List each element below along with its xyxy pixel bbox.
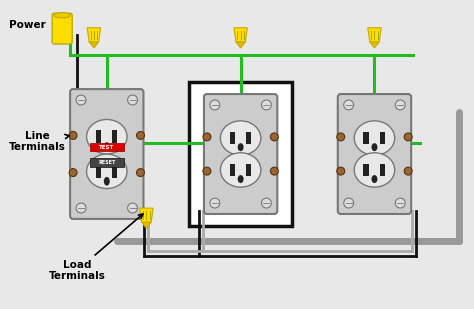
Circle shape bbox=[210, 198, 220, 208]
Circle shape bbox=[337, 167, 345, 175]
Bar bbox=[246, 164, 251, 176]
Polygon shape bbox=[236, 42, 246, 48]
Ellipse shape bbox=[372, 175, 377, 183]
FancyBboxPatch shape bbox=[204, 94, 277, 214]
Circle shape bbox=[128, 203, 137, 213]
Bar bbox=[380, 164, 385, 176]
Bar bbox=[229, 132, 235, 144]
Bar bbox=[189, 82, 292, 226]
Ellipse shape bbox=[354, 121, 395, 155]
Circle shape bbox=[137, 169, 145, 176]
Circle shape bbox=[262, 100, 271, 110]
Polygon shape bbox=[89, 42, 99, 48]
Circle shape bbox=[395, 100, 405, 110]
Bar bbox=[364, 164, 369, 176]
Circle shape bbox=[404, 133, 412, 141]
Circle shape bbox=[69, 169, 77, 176]
Ellipse shape bbox=[354, 153, 395, 187]
Text: TEST: TEST bbox=[99, 145, 114, 150]
Ellipse shape bbox=[237, 143, 244, 151]
Bar bbox=[246, 132, 251, 144]
Ellipse shape bbox=[104, 177, 110, 186]
Ellipse shape bbox=[372, 143, 377, 151]
Bar bbox=[96, 165, 101, 178]
Bar bbox=[112, 130, 117, 143]
Polygon shape bbox=[140, 208, 153, 222]
Circle shape bbox=[395, 198, 405, 208]
Circle shape bbox=[203, 133, 211, 141]
Polygon shape bbox=[370, 42, 379, 48]
Circle shape bbox=[337, 133, 345, 141]
Bar bbox=[90, 143, 124, 151]
Circle shape bbox=[262, 198, 271, 208]
Bar bbox=[96, 130, 101, 143]
Bar bbox=[229, 164, 235, 176]
Ellipse shape bbox=[87, 120, 127, 154]
FancyBboxPatch shape bbox=[52, 13, 72, 44]
Ellipse shape bbox=[220, 121, 261, 155]
Bar bbox=[90, 158, 124, 167]
Circle shape bbox=[270, 133, 278, 141]
Circle shape bbox=[404, 167, 412, 175]
FancyBboxPatch shape bbox=[70, 89, 144, 219]
Text: Line
Terminals: Line Terminals bbox=[9, 131, 70, 152]
FancyBboxPatch shape bbox=[338, 94, 411, 214]
Text: Load
Terminals: Load Terminals bbox=[49, 214, 143, 281]
Circle shape bbox=[344, 198, 354, 208]
Circle shape bbox=[76, 95, 86, 105]
Circle shape bbox=[137, 131, 145, 139]
Ellipse shape bbox=[87, 154, 127, 188]
Ellipse shape bbox=[104, 142, 110, 151]
Circle shape bbox=[210, 100, 220, 110]
Text: RESET: RESET bbox=[98, 160, 116, 165]
Circle shape bbox=[76, 203, 86, 213]
Polygon shape bbox=[87, 28, 100, 42]
Circle shape bbox=[128, 95, 137, 105]
Ellipse shape bbox=[54, 13, 70, 18]
Ellipse shape bbox=[237, 175, 244, 183]
Text: Power: Power bbox=[9, 20, 46, 30]
Bar bbox=[380, 132, 385, 144]
Circle shape bbox=[270, 167, 278, 175]
Bar bbox=[112, 165, 117, 178]
Circle shape bbox=[69, 131, 77, 139]
Polygon shape bbox=[368, 28, 381, 42]
Circle shape bbox=[344, 100, 354, 110]
Polygon shape bbox=[234, 28, 247, 42]
Polygon shape bbox=[142, 222, 151, 228]
Bar bbox=[364, 132, 369, 144]
Circle shape bbox=[203, 167, 211, 175]
Ellipse shape bbox=[220, 153, 261, 187]
